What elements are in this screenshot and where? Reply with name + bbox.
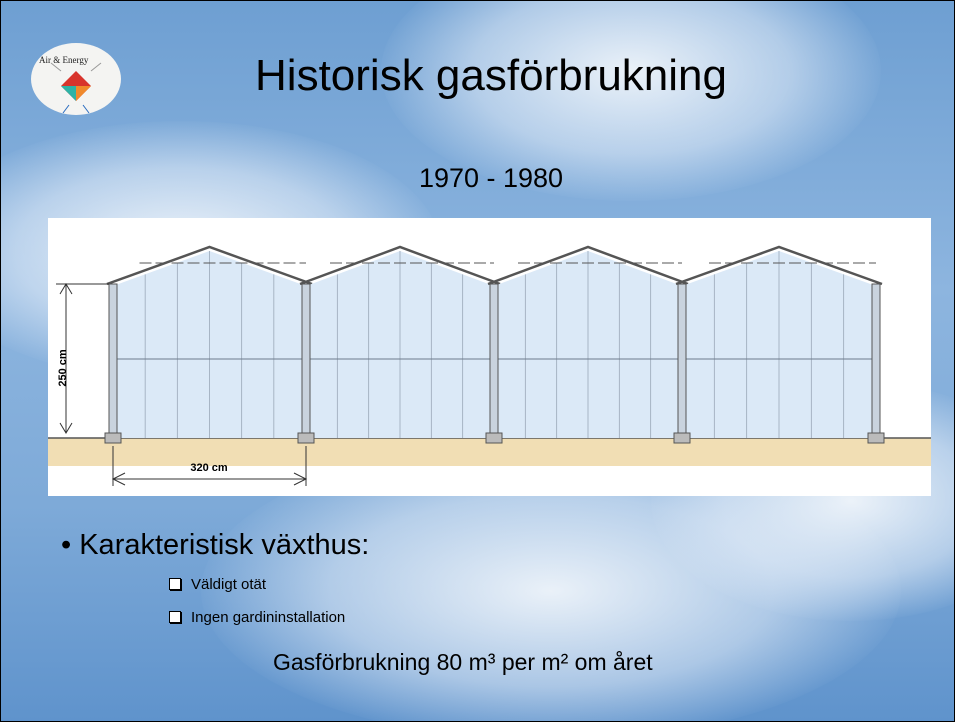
drawing-part <box>675 245 883 286</box>
drawing-part <box>673 432 691 444</box>
drawing-part <box>867 432 885 444</box>
drawing-part <box>487 245 689 286</box>
drawing-part <box>871 283 881 439</box>
drawing-part <box>297 432 315 444</box>
sub-item: Ingen gardininstallation <box>169 609 345 626</box>
bullet-text: Karakteristisk växthus: <box>79 529 370 561</box>
drawing-part <box>677 283 687 439</box>
drawing-part <box>106 245 313 286</box>
sub-item-text: Ingen gardininstallation <box>191 609 346 626</box>
drawing-part <box>59 283 73 295</box>
drawing-part <box>108 283 118 439</box>
height-label: 250 cm <box>57 349 69 387</box>
title: Historisk gasförbrukning <box>255 51 727 100</box>
drawing-part <box>489 283 499 439</box>
greenhouse-diagram: 250 cm 320 cm <box>48 218 931 496</box>
drawing-part <box>299 245 501 286</box>
bullet: • Karakteristisk växthus: <box>61 529 370 561</box>
logo-text: Air & Energy <box>39 55 89 65</box>
sub-item-text: Väldigt otät <box>191 576 267 593</box>
drawing-part <box>111 472 126 486</box>
logo-icon <box>50 62 102 114</box>
drawing-part <box>293 472 308 486</box>
width-label: 320 cm <box>190 462 228 474</box>
drawing-part <box>301 283 311 439</box>
footer-text: Gasförbrukning 80 m³ per m² om året <box>273 649 653 675</box>
sub-item: Väldigt otät <box>169 576 266 593</box>
drawing-part <box>59 422 73 434</box>
logo: Air & Energy <box>31 43 121 115</box>
drawing-part <box>104 432 122 444</box>
drawing-part <box>485 432 503 444</box>
subtitle: 1970 - 1980 <box>418 163 564 193</box>
cloud <box>381 1 881 201</box>
